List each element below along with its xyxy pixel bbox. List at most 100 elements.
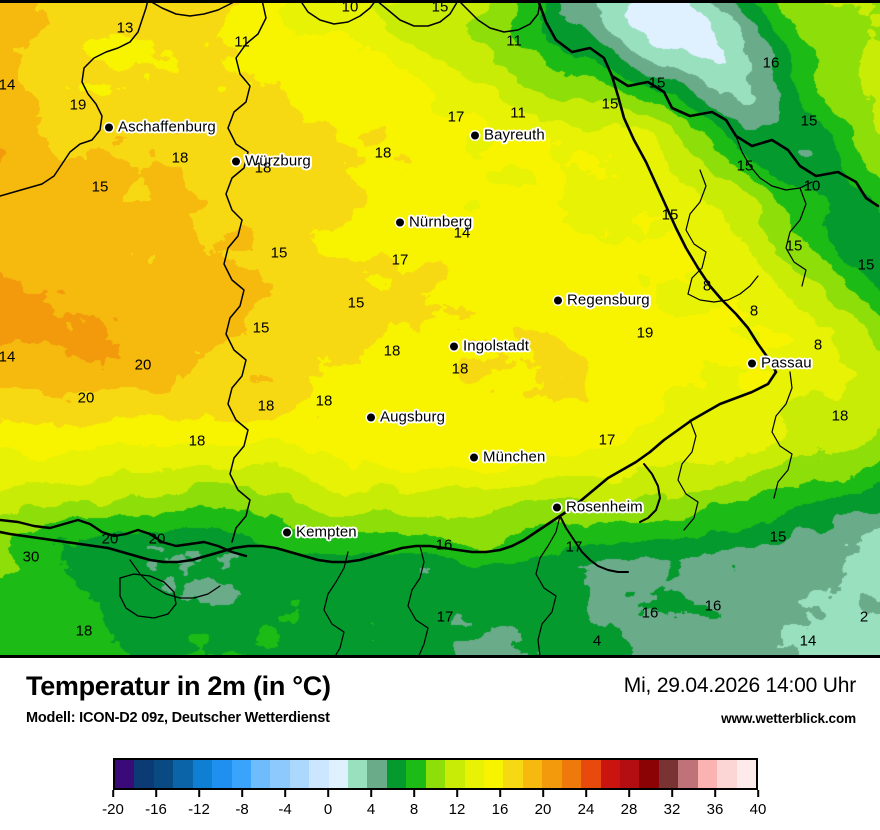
temperature-value-label: 15 — [431, 0, 449, 16]
temperature-value-label: 13 — [116, 19, 134, 37]
color-swatch — [250, 760, 271, 788]
color-scale-tick-label: -4 — [278, 801, 292, 818]
temperature-value-label: 15 — [769, 528, 787, 546]
temperature-value-label: 18 — [451, 360, 469, 378]
color-scale-tick — [714, 790, 716, 797]
city-marker: München — [470, 449, 545, 466]
temperature-value-label: 8 — [702, 277, 712, 295]
color-swatch — [717, 760, 737, 788]
color-swatch — [386, 760, 407, 788]
color-scale-tick — [198, 790, 200, 797]
city-marker: Würzburg — [232, 153, 311, 170]
city-dot-icon — [232, 157, 240, 165]
temperature-value-label: 20 — [134, 356, 152, 374]
city-marker: Rosenheim — [553, 499, 643, 516]
site-url: www.wetterblick.com — [721, 711, 856, 726]
color-scale-tick — [155, 790, 157, 797]
color-swatch — [522, 760, 543, 788]
temperature-value-label: 15 — [347, 294, 365, 312]
color-swatch — [406, 760, 426, 788]
city-dot-icon — [470, 453, 478, 461]
color-swatch — [445, 760, 465, 788]
temperature-value-label: 11 — [510, 104, 526, 122]
temperature-value-label: 17 — [436, 608, 454, 626]
color-swatch — [581, 760, 601, 788]
color-swatch — [484, 760, 504, 788]
temperature-value-label: 10 — [341, 0, 359, 16]
city-dot-icon — [748, 359, 756, 367]
temperature-value-label: 17 — [391, 251, 409, 269]
color-swatch — [134, 760, 154, 788]
city-label: Aschaffenburg — [118, 118, 216, 136]
temperature-value-label: 15 — [648, 74, 666, 92]
color-swatch — [697, 760, 718, 788]
color-swatch — [348, 760, 368, 788]
temperature-value-label: 16 — [641, 604, 659, 622]
city-marker: Ingolstadt — [450, 338, 529, 355]
city-dot-icon — [553, 503, 561, 511]
temperature-value-label: 8 — [749, 302, 759, 320]
city-label: Bayreuth — [484, 126, 545, 144]
city-marker: Kempten — [283, 524, 357, 541]
forecast-datetime: Mi, 29.04.2026 14:00 Uhr — [623, 674, 856, 697]
color-scale-tick-label: 40 — [749, 801, 767, 818]
color-swatch — [328, 760, 349, 788]
temperature-value-label: 15 — [91, 178, 109, 196]
temperature-value-label: 10 — [803, 177, 821, 195]
temperature-value-label: 20 — [101, 530, 119, 548]
city-marker: Augsburg — [367, 409, 445, 426]
city-dot-icon — [283, 528, 291, 536]
temperature-value-label: 18 — [257, 397, 275, 415]
color-scale-tick-label: 12 — [448, 801, 466, 818]
city-marker: Nürnberg — [396, 214, 472, 231]
temperature-value-label: 15 — [270, 244, 288, 262]
color-scale: -20 -16 -12 -8 -4 0 4 8 12 16 20 24 28 32 36 40 — [102, 758, 766, 822]
city-dot-icon — [396, 218, 404, 226]
color-scale-tick-label: -12 — [188, 801, 210, 818]
city-marker: Passau — [748, 355, 812, 372]
color-scale-tick — [542, 790, 544, 797]
city-label: Augsburg — [380, 408, 446, 426]
temperature-value-label: 17 — [565, 538, 583, 556]
color-swatch — [192, 760, 213, 788]
color-scale-tick — [671, 790, 673, 797]
temperature-value-label: 14 — [453, 224, 471, 242]
color-scale-swatches — [113, 758, 758, 790]
city-marker: Bayreuth — [471, 127, 545, 144]
color-swatch — [600, 760, 620, 788]
temperature-value-label: 2 — [859, 608, 869, 626]
color-swatch — [561, 760, 582, 788]
temperature-value-label: 18 — [383, 342, 401, 360]
temperature-value-label: 14 — [0, 76, 16, 94]
temperature-value-label: 14 — [799, 632, 817, 650]
color-scale-ticks — [112, 790, 759, 800]
color-scale-tick — [757, 790, 759, 797]
temperature-value-label: 16 — [762, 54, 780, 72]
temperature-value-label: 15 — [800, 112, 818, 130]
temperature-value-label: 20 — [77, 389, 95, 407]
page-title: Temperatur in 2m (in °C) — [26, 671, 331, 701]
color-scale-tick — [327, 790, 329, 797]
temperature-value-label: 18 — [75, 622, 93, 640]
temperature-value-label: 15 — [601, 95, 619, 113]
temperature-value-label: 18 — [254, 159, 272, 177]
color-scale-tick — [456, 790, 458, 797]
color-scale-tick-label: -20 — [102, 801, 124, 818]
temperature-value-label: 16 — [435, 536, 453, 554]
color-swatch — [619, 760, 640, 788]
color-scale-tick — [284, 790, 286, 797]
color-scale-tick-label: -16 — [145, 801, 167, 818]
city-label: Würzburg — [245, 152, 311, 170]
temperature-value-label: 18 — [188, 432, 206, 450]
footer: Temperatur in 2m (in °C) Modell: ICON-D2… — [0, 658, 880, 830]
color-scale-tick-label: 4 — [366, 801, 376, 818]
temperature-value-label: 19 — [636, 324, 654, 342]
color-scale-tick-label: 8 — [409, 801, 419, 818]
color-swatch — [270, 760, 290, 788]
temperature-value-label: 14 — [0, 348, 16, 366]
city-label: Rosenheim — [566, 498, 643, 516]
temperature-map[interactable]: Aschaffenburg Würzburg Bayreuth Nürnberg Reg… — [0, 0, 880, 658]
temperature-value-label: 11 — [234, 33, 250, 51]
color-scale-tick-label: 32 — [663, 801, 681, 818]
